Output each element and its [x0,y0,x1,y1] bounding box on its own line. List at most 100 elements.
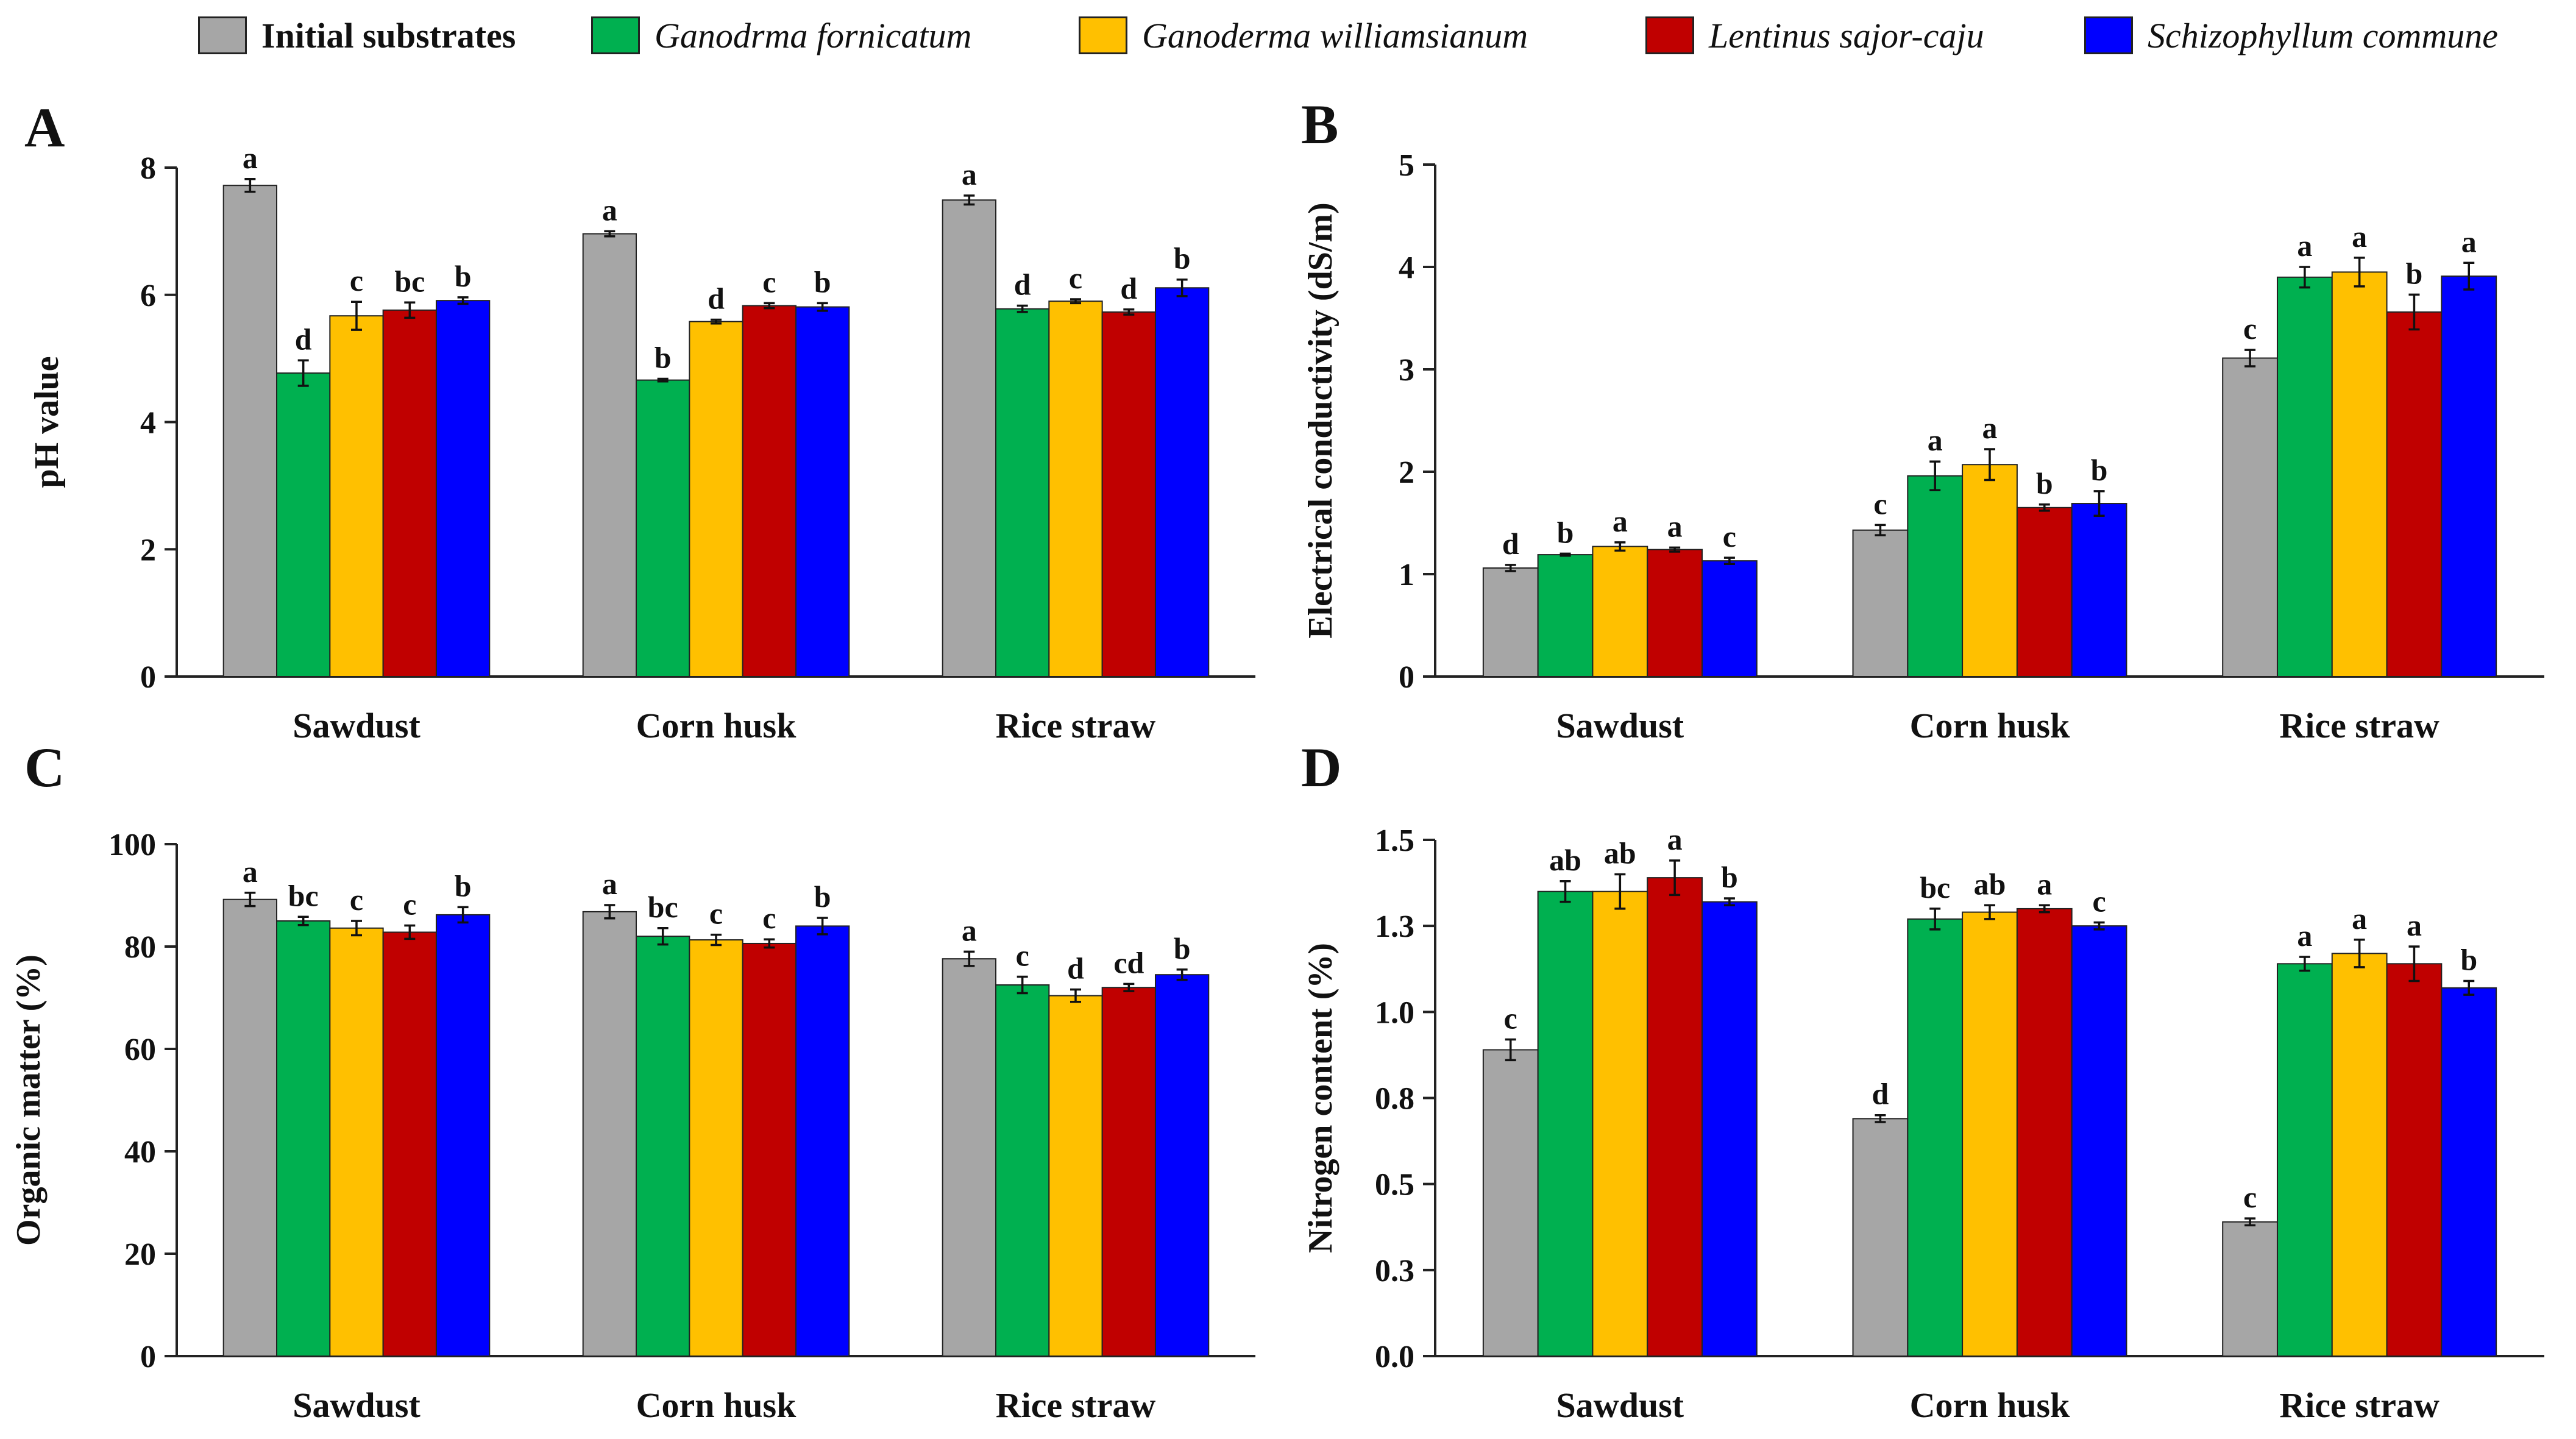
x-category-label-d-sawdust: Sawdust [1556,1385,1684,1425]
significance-letter-a-rice-straw-ganoderma-williamsianum: c [1069,261,1082,295]
bar-d-corn-husk-ganodrma-fornicatum [1907,918,1964,1357]
significance-letter-b-sawdust-initial-substrates: d [1502,527,1519,561]
legend-swatch-lentinus-sajor-caju [1645,16,1694,54]
bar-d-rice-straw-ganodrma-fornicatum [2276,963,2333,1357]
bar-a-rice-straw-lentinus-sajor-caju [1101,311,1156,677]
bar-b-corn-husk-ganoderma-williamsianum [1962,464,2018,677]
bar-a-corn-husk-ganoderma-williamsianum [689,321,743,677]
y-tick-label-d-2: 0.5 [1375,1168,1414,1203]
significance-letter-c-sawdust-initial-substrates: a [243,855,258,889]
legend-swatch-ganoderma-williamsianum [1079,16,1127,54]
bar-d-sawdust-ganoderma-williamsianum [1592,890,1648,1357]
significance-letter-a-sawdust-ganoderma-williamsianum: c [350,263,363,297]
bar-a-corn-husk-lentinus-sajor-caju [742,305,797,677]
significance-letter-a-sawdust-initial-substrates: a [243,141,258,175]
bar-c-rice-straw-ganodrma-fornicatum [995,984,1050,1357]
bar-b-rice-straw-ganoderma-williamsianum [2331,271,2388,677]
significance-letter-d-corn-husk-ganodrma-fornicatum: bc [1920,870,1950,904]
y-tick-label-c-5: 100 [108,828,156,862]
bar-c-corn-husk-ganodrma-fornicatum [636,936,690,1357]
bar-b-rice-straw-lentinus-sajor-caju [2386,311,2443,678]
legend-label-lentinus-sajor-caju: Lentinus sajor-caju [1709,15,1984,55]
significance-letter-d-corn-husk-schizophyllum-commune: c [2092,884,2106,918]
bar-a-corn-husk-initial-substrates [582,233,637,677]
x-category-label-a-sawdust: Sawdust [293,706,420,745]
significance-letter-a-rice-straw-lentinus-sajor-caju: d [1120,271,1137,305]
bar-b-sawdust-schizophyllum-commune [1701,560,1758,677]
bar-c-sawdust-schizophyllum-commune [435,914,491,1357]
bar-d-sawdust-lentinus-sajor-caju [1647,877,1703,1357]
x-category-label-a-corn-husk: Corn husk [636,706,797,745]
x-category-label-b-sawdust: Sawdust [1556,706,1684,745]
significance-letter-d-corn-husk-ganoderma-williamsianum: ab [1974,867,2006,901]
bar-a-rice-straw-ganodrma-fornicatum [995,308,1050,677]
bar-b-corn-husk-lentinus-sajor-caju [2016,506,2073,677]
significance-letter-c-rice-straw-initial-substrates: a [962,913,977,947]
significance-letter-b-sawdust-lentinus-sajor-caju: a [1667,509,1683,543]
y-tick-label-b-2: 2 [1399,455,1414,490]
x-category-label-a-rice-straw: Rice straw [996,706,1156,745]
bar-b-sawdust-lentinus-sajor-caju [1647,549,1703,677]
y-tick-label-d-6: 1.5 [1375,823,1414,858]
y-tick-label-c-4: 80 [124,930,156,965]
significance-letter-c-rice-straw-ganodrma-fornicatum: c [1016,939,1029,973]
bar-d-corn-husk-initial-substrates [1852,1118,1909,1357]
bar-c-rice-straw-initial-substrates [942,958,997,1357]
panel-label-b: B [1301,93,1338,155]
legend-label-ganoderma-williamsianum: Ganoderma williamsianum [1142,15,1528,55]
legend-item-initial-substrates: Initial substrates [198,11,516,60]
x-category-label-c-sawdust: Sawdust [293,1385,420,1425]
bar-d-corn-husk-lentinus-sajor-caju [2016,908,2073,1357]
significance-letter-a-corn-husk-ganoderma-williamsianum: d [708,281,725,315]
x-category-label-c-rice-straw: Rice straw [996,1385,1156,1425]
bar-c-corn-husk-ganoderma-williamsianum [689,939,743,1357]
y-tick-label-d-5: 1.3 [1375,909,1414,944]
bar-c-rice-straw-ganoderma-williamsianum [1048,995,1103,1357]
legend-item-schizophyllum-commune: Schizophyllum commune [2084,11,2498,60]
y-tick-label-b-0: 0 [1399,660,1414,695]
bar-b-sawdust-ganoderma-williamsianum [1592,545,1648,678]
significance-letter-a-sawdust-ganodrma-fornicatum: d [295,322,312,356]
bar-c-rice-straw-schizophyllum-commune [1154,974,1210,1357]
significance-letter-a-sawdust-schizophyllum-commune: b [455,259,472,293]
y-tick-label-c-1: 20 [124,1237,156,1272]
bar-a-sawdust-schizophyllum-commune [435,300,491,677]
y-tick-label-d-1: 0.3 [1375,1254,1414,1288]
x-category-label-d-corn-husk: Corn husk [1910,1385,2070,1425]
bar-c-sawdust-lentinus-sajor-caju [382,931,437,1357]
significance-letter-c-rice-straw-lentinus-sajor-caju: cd [1113,945,1144,979]
y-tick-label-d-0: 0.0 [1375,1340,1414,1374]
bar-c-corn-husk-initial-substrates [582,911,637,1357]
bar-a-rice-straw-ganoderma-williamsianum [1048,300,1103,677]
significance-letter-b-sawdust-schizophyllum-commune: c [1723,519,1736,553]
y-tick-label-c-2: 40 [124,1135,156,1170]
significance-letter-b-rice-straw-ganodrma-fornicatum: a [2297,229,2312,263]
y-tick-label-a-2: 4 [140,406,156,441]
bar-d-rice-straw-initial-substrates [2222,1221,2278,1357]
significance-letter-b-rice-straw-schizophyllum-commune: a [2461,224,2477,258]
x-category-label-b-corn-husk: Corn husk [1910,706,2070,745]
significance-letter-d-sawdust-schizophyllum-commune: b [1721,860,1738,894]
significance-letter-a-corn-husk-lentinus-sajor-caju: c [762,265,776,299]
bar-a-sawdust-lentinus-sajor-caju [382,309,437,677]
bar-d-rice-straw-lentinus-sajor-caju [2386,963,2443,1357]
significance-letter-a-rice-straw-initial-substrates: a [962,157,977,191]
bar-c-corn-husk-lentinus-sajor-caju [742,942,797,1357]
legend-swatch-ganodrma-fornicatum [591,16,640,54]
bar-a-sawdust-ganoderma-williamsianum [329,315,384,677]
significance-letter-d-rice-straw-lentinus-sajor-caju: a [2407,908,2422,942]
legend-label-ganodrma-fornicatum: Ganodrma fornicatum [655,15,972,55]
y-tick-label-b-5: 5 [1399,148,1414,183]
significance-letter-d-sawdust-initial-substrates: c [1504,1001,1517,1036]
bar-b-rice-straw-schizophyllum-commune [2441,275,2497,677]
bar-c-rice-straw-lentinus-sajor-caju [1101,987,1156,1357]
significance-letter-c-sawdust-ganodrma-fornicatum: bc [288,878,319,912]
significance-letter-b-sawdust-ganoderma-williamsianum: a [1613,504,1628,538]
significance-letter-c-corn-husk-lentinus-sajor-caju: c [762,901,776,935]
significance-letter-d-rice-straw-initial-substrates: c [2243,1180,2257,1214]
x-category-label-c-corn-husk: Corn husk [636,1385,797,1425]
bar-c-corn-husk-schizophyllum-commune [795,925,850,1357]
significance-letter-a-sawdust-lentinus-sajor-caju: bc [394,264,425,298]
significance-letter-a-corn-husk-schizophyllum-commune: b [814,265,831,299]
bar-b-rice-straw-initial-substrates [2222,357,2278,677]
